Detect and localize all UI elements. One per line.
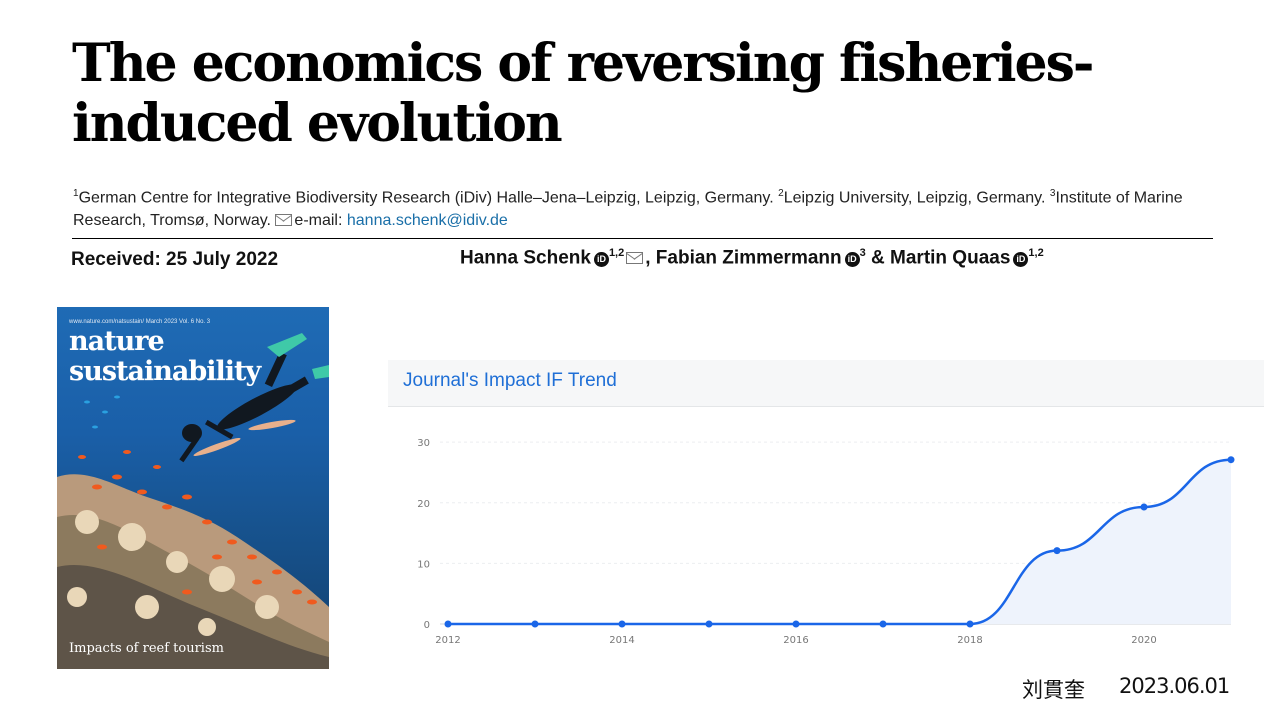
data-point xyxy=(1053,547,1061,555)
orcid-icon[interactable]: iD xyxy=(1013,252,1029,268)
cover-title-line1: nature xyxy=(69,326,165,357)
email-link[interactable]: hanna.schenk@idiv.de xyxy=(346,212,508,230)
cover-illustration xyxy=(57,333,329,669)
author-list: Hanna Schenk iD1,2, Fabian Zimmermann iD3 … xyxy=(460,247,1044,269)
author-affil-sup: 3 xyxy=(859,247,866,259)
chart-panel-header: Journal's Impact IF Trend xyxy=(388,360,1264,407)
affil-1: German Centre for Integrative Biodiversi… xyxy=(78,189,779,207)
data-point xyxy=(444,620,452,628)
author-affil-sup: 1,2 xyxy=(608,247,625,259)
impact-factor-chart: 0 10 20 30 2012 2014 2016 2018 2020 xyxy=(417,438,1235,646)
y-tick-label: 10 xyxy=(417,559,430,570)
data-point xyxy=(879,620,887,628)
y-tick-label: 30 xyxy=(417,438,430,449)
paper-title: The economics of reversing fisheries-ind… xyxy=(72,33,1094,154)
series-area xyxy=(448,459,1231,624)
mail-icon[interactable] xyxy=(626,252,644,265)
affil-sup-3: 3 xyxy=(1049,188,1056,199)
journal-cover: www.nature.com/natsustain/ March 2023 Vo… xyxy=(57,307,329,669)
y-tick-label: 0 xyxy=(424,620,430,631)
signature: 刘貫奎 xyxy=(1022,678,1085,702)
affil-sup-2: 2 xyxy=(778,188,784,199)
mail-icon xyxy=(275,214,293,227)
data-point xyxy=(1140,503,1148,511)
author-affil-sup: 1,2 xyxy=(1028,247,1044,259)
cover-caption: Impacts of reef tourism xyxy=(69,641,224,656)
data-point xyxy=(618,620,626,628)
x-tick-label: 2012 xyxy=(435,635,460,646)
author-name[interactable]: Martin Quaas xyxy=(890,247,1011,269)
cover-url: www.nature.com/natsustain/ March 2023 Vo… xyxy=(69,319,211,325)
orcid-icon[interactable]: iD xyxy=(844,252,860,268)
affil-2: Leipzig University, Leipzig, Germany. xyxy=(783,189,1050,207)
affil-sup-1: 1 xyxy=(73,188,79,199)
received-date: Received: 25 July 2022 xyxy=(71,249,279,270)
affiliations: 1German Centre for Integrative Biodivers… xyxy=(73,182,1213,232)
footer-date: 2023.06.01 xyxy=(1119,674,1230,698)
series-line xyxy=(447,458,1232,626)
data-point xyxy=(705,620,713,628)
affil-3: Institute of Marine Research, Tromsø, No… xyxy=(73,189,1183,230)
author-name[interactable]: Hanna Schenk xyxy=(460,247,591,269)
data-point xyxy=(792,620,800,628)
x-tick-label: 2018 xyxy=(957,635,982,646)
divider-rule xyxy=(72,238,1213,239)
y-tick-label: 20 xyxy=(417,499,430,510)
email-label: e-mail: xyxy=(294,212,347,230)
orcid-icon[interactable]: iD xyxy=(593,252,609,268)
data-point xyxy=(966,620,974,628)
data-point xyxy=(1227,456,1235,464)
chart-panel-title: Journal's Impact IF Trend xyxy=(403,370,617,391)
cover-title-line2: sustainability xyxy=(69,356,261,387)
x-tick-label: 2016 xyxy=(783,635,808,646)
x-tick-label: 2020 xyxy=(1131,635,1156,646)
x-tick-label: 2014 xyxy=(609,635,634,646)
author-name[interactable]: Fabian Zimmermann xyxy=(655,247,842,269)
data-point xyxy=(531,620,539,628)
